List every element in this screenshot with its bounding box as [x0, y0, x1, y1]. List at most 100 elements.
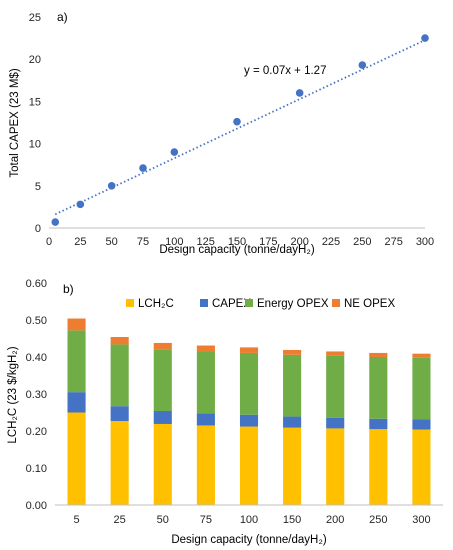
scatter-point: [139, 164, 147, 172]
bar-segment: [239, 414, 259, 427]
panel-b-legend: LCH₂C CAPEX Energy OPEX NE OPEX: [126, 298, 395, 310]
bar-segment: [326, 355, 345, 418]
scatter-point: [421, 34, 429, 42]
panel-b-x-tick-label: 300: [412, 514, 430, 526]
scatter-point: [295, 89, 304, 97]
scatter-point: [76, 200, 85, 209]
panel-b-y-ticks: 0.00 0.10 0.20 0.30 0.40 0.50 0.60: [26, 278, 47, 512]
scatter-point: [358, 61, 367, 69]
bar-segment: [67, 392, 86, 413]
panel-b-x-tick-label: 150: [283, 514, 301, 526]
bar-segment: [283, 354, 302, 417]
stacked-bar-chart-panel-b: b) LCH₂C CAPEX Energy OPEX NE OPEX 0.00 0.10…: [7, 278, 443, 546]
panel-b-y-axis-label: LCH₂C (23 $/kgH₂): [7, 346, 19, 443]
scatter-point: [107, 182, 116, 190]
panel-b-x-tick-label: 50: [157, 514, 169, 526]
panel-a-y-axis-label: Total CAPEX (23 M$): [9, 68, 21, 177]
panel-a-y-tick-label: 25: [29, 12, 41, 24]
panel-a-y-tick-label: 10: [29, 139, 41, 151]
bar-segment: [153, 423, 172, 505]
panel-a-y-tick-label: 5: [35, 181, 41, 193]
panel-b-x-tick-label: 75: [200, 514, 212, 526]
scatter-chart-panel-a: a) 0 5 10 15 20 25 0 25 50 75 100 125 150 175 200 225 2…: [9, 10, 434, 256]
panel-a-x-tick-label: 125: [196, 236, 214, 248]
scatter-point: [51, 218, 60, 226]
bar-segment: [412, 419, 431, 430]
panel-b-x-ticks: 5 25 50 75 100 150 200 250 300: [73, 514, 430, 526]
panel-a-x-tick-label: 175: [259, 236, 277, 248]
panel-b-y-tick-label: 0.50: [26, 315, 47, 327]
bar-segment: [110, 344, 129, 407]
panel-a-x-tick-label: 225: [322, 236, 340, 248]
bar-segment: [110, 421, 129, 505]
panel-b-y-tick-label: 0.60: [26, 278, 47, 290]
trendline-equation: y = 0.07x + 1.27: [244, 65, 326, 77]
bar-segment: [196, 351, 215, 414]
panel-a-x-tick-label: 75: [137, 236, 149, 248]
panel-b-x-tick-label: 200: [326, 514, 344, 526]
bar-segment: [326, 428, 345, 505]
bar-segment: [153, 342, 172, 350]
panel-a-x-tick-label: 275: [384, 236, 402, 248]
bar-segment: [196, 425, 215, 505]
panel-b-x-tick-label: 100: [240, 514, 258, 526]
legend-label: LCH₂C: [138, 298, 174, 310]
legend-swatch: [245, 299, 253, 307]
panel-a-x-ticks: 0 25 50 75 100 125 150 175 200 225 250 275 300: [46, 236, 434, 248]
bar-segment: [110, 406, 129, 422]
panel-b-x-tick-label: 25: [114, 514, 126, 526]
legend-swatch: [126, 299, 134, 307]
bar-segment: [283, 416, 302, 428]
bar-segment: [412, 357, 431, 420]
panel-b-bars: [67, 318, 431, 505]
panel-a-y-tick-label: 15: [29, 96, 41, 108]
bar-segment: [239, 352, 259, 415]
panel-a-trendline: [54, 39, 426, 216]
panel-b-y-tick-label: 0.30: [26, 389, 47, 401]
bar-segment: [110, 337, 129, 345]
legend-swatch: [332, 299, 340, 307]
panel-b-x-tick-label: 5: [73, 514, 79, 526]
bar-segment: [326, 417, 345, 429]
legend-label: NE OPEX: [344, 298, 395, 310]
bar-segment: [326, 351, 345, 356]
panel-a-x-tick-label: 100: [165, 236, 183, 248]
legend-swatch: [200, 299, 208, 307]
bar-segment: [369, 357, 388, 419]
panel-a-x-tick-label: 150: [228, 236, 246, 248]
bar-segment: [283, 427, 302, 505]
panel-a-x-tick-label: 200: [290, 236, 308, 248]
bar-segment: [412, 353, 431, 358]
panel-a-x-tick-label: 0: [46, 236, 52, 248]
legend-label: CAPEX: [212, 298, 251, 310]
panel-a-x-tick-label: 50: [106, 236, 118, 248]
bar-segment: [369, 418, 388, 430]
panel-b-y-tick-label: 0.00: [26, 500, 47, 512]
panel-a-y-tick-label: 20: [29, 54, 41, 66]
bar-segment: [369, 429, 388, 505]
panel-b-x-axis-label: Design capacity (tonne/dayH₂): [171, 534, 326, 546]
panel-b-label: b): [63, 282, 74, 296]
bar-segment: [67, 318, 86, 331]
bar-segment: [67, 412, 86, 505]
bar-segment: [283, 349, 302, 355]
panel-a-y-ticks: 0 5 10 15 20 25: [29, 12, 41, 235]
panel-a-y-tick-label: 0: [35, 223, 41, 235]
panel-a-label: a): [57, 10, 68, 24]
bar-segment: [153, 411, 172, 424]
bar-segment: [239, 347, 259, 353]
bar-segment: [369, 352, 388, 357]
panel-a-points: [51, 34, 429, 226]
panel-b-y-tick-label: 0.40: [26, 352, 47, 364]
bar-segment: [412, 429, 431, 505]
scatter-point: [170, 148, 179, 156]
panel-a-x-tick-label: 25: [74, 236, 86, 248]
bar-segment: [153, 349, 172, 412]
panel-b-y-tick-label: 0.20: [26, 426, 47, 438]
panel-a-x-tick-label: 300: [416, 236, 434, 248]
panel-a-x-axis-label: Design capacity (tonne/dayH₂): [159, 244, 314, 256]
legend-label: Energy OPEX: [257, 298, 329, 310]
panel-b-x-tick-label: 250: [369, 514, 387, 526]
panel-a-x-tick-label: 250: [353, 236, 371, 248]
